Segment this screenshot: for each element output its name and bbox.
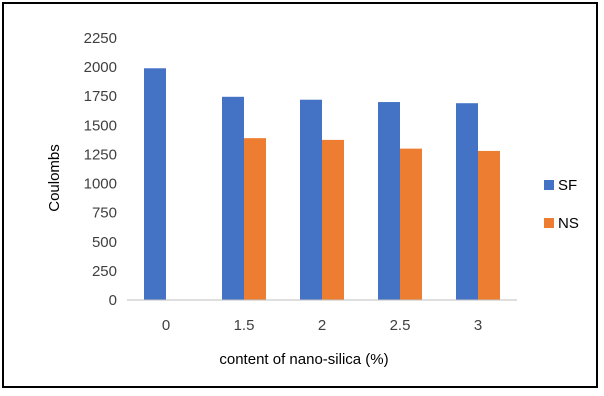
- bars: [144, 68, 500, 301]
- y-tick-label: 2000: [84, 59, 117, 76]
- legend-swatch-sf: [544, 180, 554, 190]
- bar-sf-2.5: [378, 102, 400, 301]
- y-tick-label: 500: [92, 234, 117, 251]
- y-tick-label: 1000: [84, 176, 117, 193]
- bar-sf-0: [144, 68, 166, 300]
- y-axis-title: Coulombs: [46, 144, 63, 212]
- bar-ns-2: [322, 139, 344, 300]
- legend-label-sf: SF: [558, 177, 577, 194]
- bar-ns-2.5: [400, 148, 422, 300]
- y-tick-label: 0: [109, 292, 117, 309]
- y-tick-label: 750: [92, 205, 117, 222]
- y-tick-label: 2250: [84, 30, 117, 47]
- y-tick-label: 1250: [84, 146, 117, 163]
- y-tick-label: 1500: [84, 117, 117, 134]
- y-axis-ticks: 0 250 500 750 1000 1250 1500 1750 2000 2250: [84, 30, 117, 309]
- x-axis-title: content of nano-silica (%): [219, 351, 388, 368]
- bar-ns-3: [478, 150, 500, 300]
- bar-sf-2: [300, 99, 322, 301]
- legend: SF NS: [544, 177, 579, 232]
- y-tick-label: 1750: [84, 88, 117, 105]
- bar-ns-1.5: [244, 138, 266, 300]
- x-axis-ticks: 0 1.5 2 2.5 3: [162, 317, 482, 334]
- chart-frame: 0 250 500 750 1000 1250 1500 1750 2000 2250 0 1.5 2…: [2, 2, 598, 388]
- x-tick-label: 0: [162, 317, 170, 334]
- bar-sf-3: [456, 103, 478, 300]
- legend-label-ns: NS: [558, 215, 579, 232]
- x-tick-label: 2: [318, 317, 326, 334]
- x-tick-label: 3: [474, 317, 482, 334]
- x-tick-label: 1.5: [234, 317, 255, 334]
- y-tick-label: 250: [92, 263, 117, 280]
- bar-sf-1.5: [222, 96, 244, 300]
- legend-swatch-ns: [544, 218, 554, 228]
- x-tick-label: 2.5: [390, 317, 411, 334]
- bar-chart: 0 250 500 750 1000 1250 1500 1750 2000 2250 0 1.5 2…: [46, 30, 579, 368]
